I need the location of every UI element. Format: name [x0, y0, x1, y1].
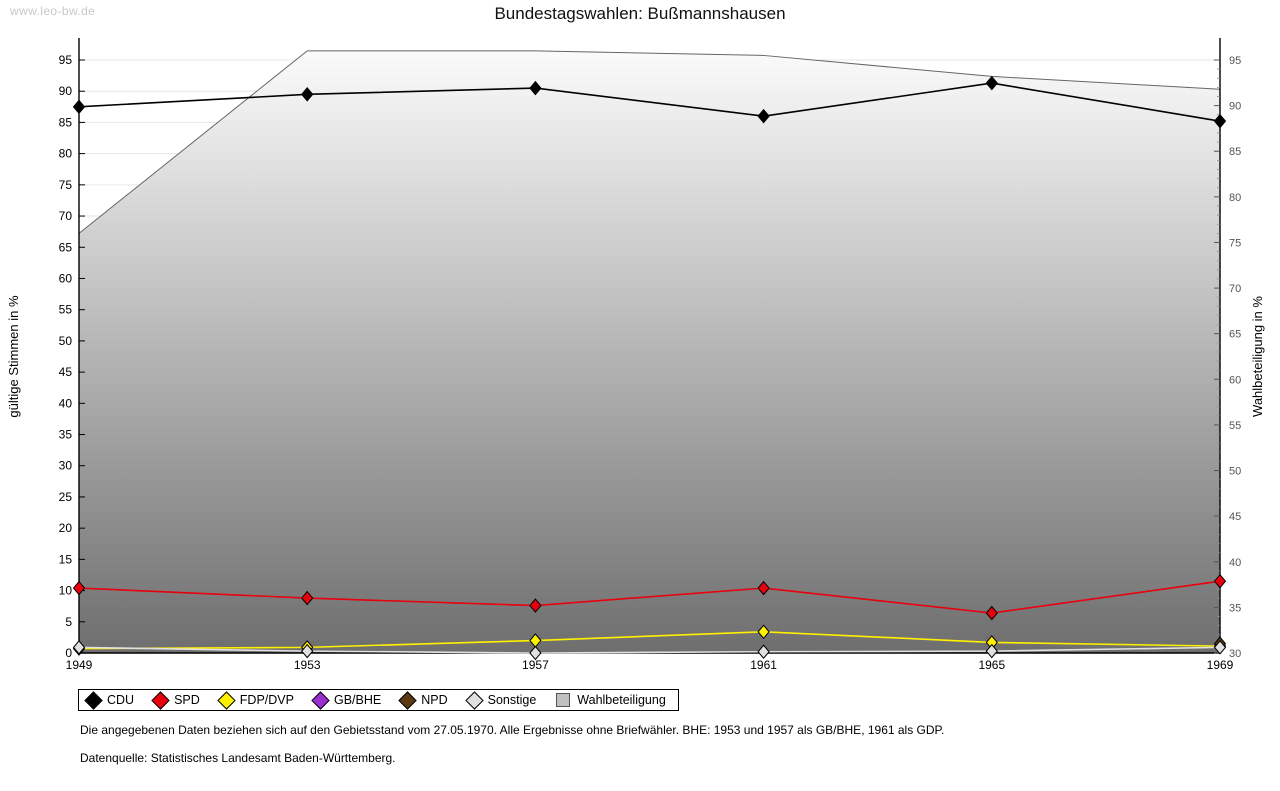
- y-axis-title-right: Wahlbeteiligung in %: [1250, 296, 1265, 417]
- y-tick-label-right: 50: [1229, 466, 1241, 478]
- site-watermark: www.leo-bw.de: [10, 4, 96, 18]
- y-tick-label-right: 35: [1229, 602, 1241, 614]
- legend-label: GB/BHE: [333, 693, 382, 707]
- chart-title: Bundestagswahlen: Bußmannshausen: [494, 4, 786, 23]
- footnote-line-2: Datenquelle: Statistisches Landesamt Bad…: [80, 751, 396, 765]
- wahlbeteiligung-outline: [78, 50, 1221, 234]
- chart-svg: 0 5 10 15 20 25 30 35 40 45 50 55 60 65 70 75 80 85 90 95 30…: [6, 38, 1265, 672]
- x-tick-label: 1961: [750, 658, 777, 672]
- data-point-cdu: [529, 80, 542, 96]
- y-tick-label-right: 75: [1229, 237, 1241, 249]
- x-tick-label: 1953: [294, 658, 321, 672]
- x-tick-label: 1969: [1207, 658, 1234, 672]
- data-point-cdu: [757, 108, 770, 124]
- y-axis-title-left: gültige Stimmen in %: [6, 295, 21, 418]
- legend-label: CDU: [107, 693, 135, 707]
- x-tick-label: 1965: [978, 658, 1005, 672]
- y-tick-label-left: 95: [59, 53, 73, 67]
- y-tick-label-left: 50: [59, 334, 73, 348]
- legend-item-cdu[interactable]: CDU: [84, 690, 135, 710]
- data-point-spd: [757, 580, 770, 596]
- data-point-sonstige: [985, 643, 998, 659]
- axis-labels: 0 5 10 15 20 25 30 35 40 45 50 55 60 65 70 75 80 85 90 95 30…: [6, 53, 1265, 672]
- data-point-fdp-dvp: [757, 624, 770, 640]
- y-tick-label-left: 0: [65, 646, 72, 660]
- y-tick-label-right: 70: [1229, 283, 1241, 295]
- legend-marker-square-icon: [556, 693, 571, 707]
- legend-marker-diamond-icon: [217, 690, 236, 710]
- y-tick-label-left: 10: [59, 584, 73, 598]
- series-line-fdp-dvp: [78, 630, 1221, 650]
- y-tick-label-left: 30: [59, 459, 73, 473]
- data-point-cdu: [985, 75, 998, 91]
- data-point-spd: [985, 605, 998, 621]
- data-point-cdu: [301, 87, 314, 102]
- y-tick-label-right: 40: [1229, 557, 1241, 569]
- legend-label: Sonstige: [487, 693, 537, 707]
- x-tick-label: 1957: [522, 658, 549, 672]
- y-tick-label-left: 75: [59, 178, 73, 192]
- y-tick-label-right: 95: [1229, 55, 1241, 67]
- legend-item-fdp-dvp[interactable]: FDP/DVP: [217, 690, 294, 710]
- chart-plot-area: 0 5 10 15 20 25 30 35 40 45 50 55 60 65 70 75 80 85 90 95 30…: [6, 38, 1265, 672]
- legend-marker-diamond-icon: [84, 690, 103, 710]
- data-point-spd: [529, 598, 542, 613]
- y-tick-label-left: 15: [59, 552, 73, 566]
- y-tick-label-left: 65: [59, 240, 73, 254]
- y-tick-label-left: 80: [59, 147, 73, 161]
- data-point-cdu: [1213, 113, 1227, 129]
- y-tick-label-left: 85: [59, 115, 73, 129]
- series-line-cdu: [78, 82, 1221, 122]
- series-line-sonstige: [78, 646, 1221, 654]
- y-tick-label-right: 80: [1229, 192, 1241, 204]
- legend-marker-diamond-icon: [464, 690, 484, 710]
- data-point-spd: [301, 590, 314, 606]
- series-lines: [72, 75, 1227, 661]
- y-tick-label-left: 55: [59, 303, 73, 317]
- y-tick-label-left: 45: [59, 365, 73, 379]
- data-point-spd: [1213, 573, 1227, 589]
- y-tick-label-left: 5: [65, 615, 72, 629]
- legend-item-gb-bhe[interactable]: GB/BHE: [311, 690, 382, 710]
- y-tick-label-right: 65: [1229, 329, 1241, 341]
- data-point-sonstige: [301, 643, 314, 659]
- chart-legend: CDU SPD FDP/DVP GB/BHE NPD Sonstige Wahlbeteil…: [78, 689, 679, 711]
- legend-label: Wahlbeteiligung: [577, 693, 666, 707]
- legend-label: NPD: [421, 693, 448, 707]
- legend-item-wahlbeteiligung[interactable]: Wahlbeteiligung: [556, 693, 666, 707]
- legend-marker-diamond-icon: [311, 690, 330, 710]
- y-tick-label-left: 25: [59, 490, 73, 504]
- footnotes: Die angegebenen Daten beziehen sich auf …: [80, 723, 944, 779]
- data-point-cdu: [72, 99, 86, 115]
- data-point-spd: [72, 580, 86, 596]
- legend-item-npd[interactable]: NPD: [398, 690, 448, 710]
- legend-label: SPD: [174, 693, 200, 707]
- data-point-sonstige: [757, 644, 770, 660]
- y-tick-label-right: 30: [1229, 648, 1241, 660]
- legend-marker-diamond-icon: [151, 690, 170, 710]
- wahlbeteiligung-fill: [79, 50, 1220, 653]
- y-tick-label-left: 60: [59, 271, 73, 285]
- data-point-sonstige: [72, 640, 86, 655]
- legend-marker-diamond-icon: [398, 690, 417, 710]
- y-tick-label-left: 20: [59, 521, 73, 535]
- y-tick-label-left: 90: [59, 84, 73, 98]
- x-tick-label: 1949: [66, 658, 93, 672]
- data-point-sonstige: [1213, 640, 1227, 655]
- y-tick-label-left: 40: [59, 396, 73, 410]
- y-tick-label-right: 60: [1229, 374, 1241, 386]
- y-tick-label-left: 70: [59, 209, 73, 223]
- legend-item-sonstige[interactable]: Sonstige: [464, 690, 537, 710]
- legend-item-spd[interactable]: SPD: [151, 690, 200, 710]
- wahlbeteiligung-area: [78, 50, 1221, 653]
- y-tick-label-right: 55: [1229, 420, 1241, 432]
- data-point-sonstige: [529, 645, 542, 661]
- y-tick-label-right: 85: [1229, 146, 1241, 158]
- legend-label: FDP/DVP: [239, 693, 294, 707]
- series-line-spd: [78, 580, 1221, 614]
- footnote-line-1: Die angegebenen Daten beziehen sich auf …: [80, 723, 945, 737]
- y-tick-label-right: 90: [1229, 101, 1241, 113]
- y-tick-label-left: 35: [59, 428, 73, 442]
- y-tick-label-right: 45: [1229, 511, 1241, 523]
